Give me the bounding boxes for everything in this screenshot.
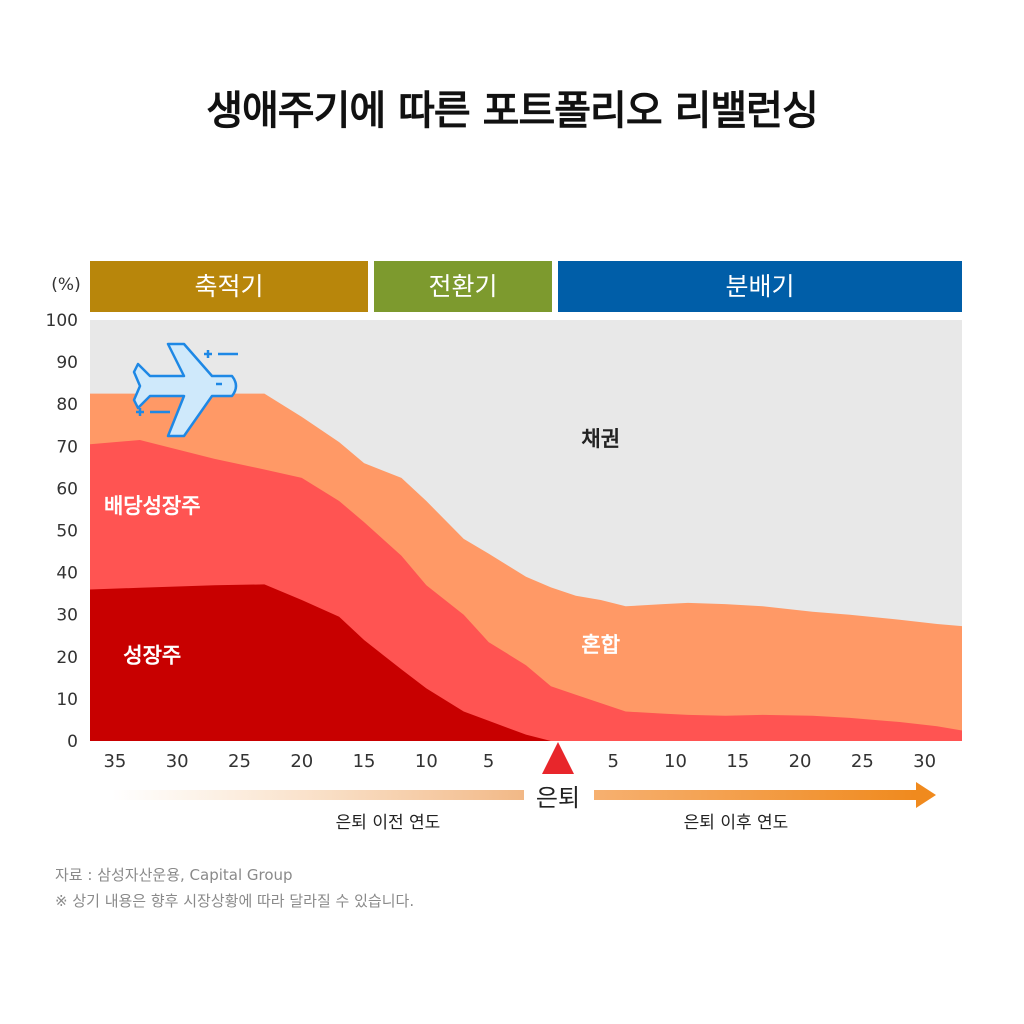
after-retirement-arrow xyxy=(594,790,916,800)
series-label: 성장주 xyxy=(123,644,181,668)
y-tick-label: 100 xyxy=(46,311,78,331)
series-label: 혼합 xyxy=(581,633,620,657)
x-tick-label: 20 xyxy=(290,751,313,772)
area-성장주 xyxy=(90,584,962,741)
y-axis-unit: (%) xyxy=(51,275,80,295)
x-tick-label: 35 xyxy=(103,751,126,772)
y-tick-label: 0 xyxy=(67,732,78,752)
x-tick-label: 20 xyxy=(789,751,812,772)
x-tick-label: 5 xyxy=(483,751,494,772)
x-tick-label: 15 xyxy=(353,751,376,772)
after-retirement-label: 은퇴 이후 연도 xyxy=(684,813,789,833)
phase-label-accumulation: 축적기 xyxy=(194,272,263,301)
y-axis-ticks: 0 10 20 30 40 50 60 70 80 90 100 xyxy=(46,311,78,752)
area-layers xyxy=(90,320,962,741)
series-label: 배당성장주 xyxy=(104,494,201,518)
y-tick-label: 60 xyxy=(56,479,78,499)
source-note: 자료 : 삼성자산운용, Capital Group xyxy=(55,866,293,884)
x-tick-label: 15 xyxy=(726,751,749,772)
y-tick-label: 40 xyxy=(56,564,78,584)
phase-bar-transition xyxy=(374,261,552,312)
y-tick-label: 50 xyxy=(56,522,78,542)
x-tick-label: 25 xyxy=(228,751,251,772)
y-tick-label: 20 xyxy=(56,648,78,668)
retirement-marker xyxy=(542,742,574,774)
x-tick-label: 30 xyxy=(913,751,936,772)
y-tick-label: 90 xyxy=(56,353,78,373)
x-tick-label: 25 xyxy=(851,751,874,772)
y-tick-label: 80 xyxy=(56,395,78,415)
phase-label-transition: 전환기 xyxy=(428,272,497,301)
phase-bar-distribution xyxy=(558,261,962,312)
before-retirement-label: 은퇴 이전 연도 xyxy=(336,813,441,833)
phase-label-distribution: 분배기 xyxy=(725,272,794,301)
disclaimer-note: ※ 상기 내용은 향후 시장상황에 따라 달라질 수 있습니다. xyxy=(55,892,415,910)
arrow-head-icon xyxy=(916,782,936,808)
series-label: 채권 xyxy=(581,427,620,451)
before-retirement-arrow xyxy=(112,790,524,800)
x-tick-label: 10 xyxy=(415,751,438,772)
phase-bar-accumulation xyxy=(90,261,368,312)
airplane-icon xyxy=(132,342,238,438)
x-tick-label: 10 xyxy=(664,751,687,772)
x-axis-ticks: 35 30 25 20 15 10 5 5 10 15 20 25 30 xyxy=(103,751,936,772)
x-tick-label: 30 xyxy=(166,751,189,772)
y-tick-label: 10 xyxy=(56,690,78,710)
y-tick-label: 70 xyxy=(56,437,78,457)
chart-title: 생애주기에 따른 포트폴리오 리밸런싱 xyxy=(206,88,819,134)
x-tick-label: 5 xyxy=(607,751,618,772)
y-tick-label: 30 xyxy=(56,606,78,626)
retirement-label: 은퇴 xyxy=(536,784,580,812)
